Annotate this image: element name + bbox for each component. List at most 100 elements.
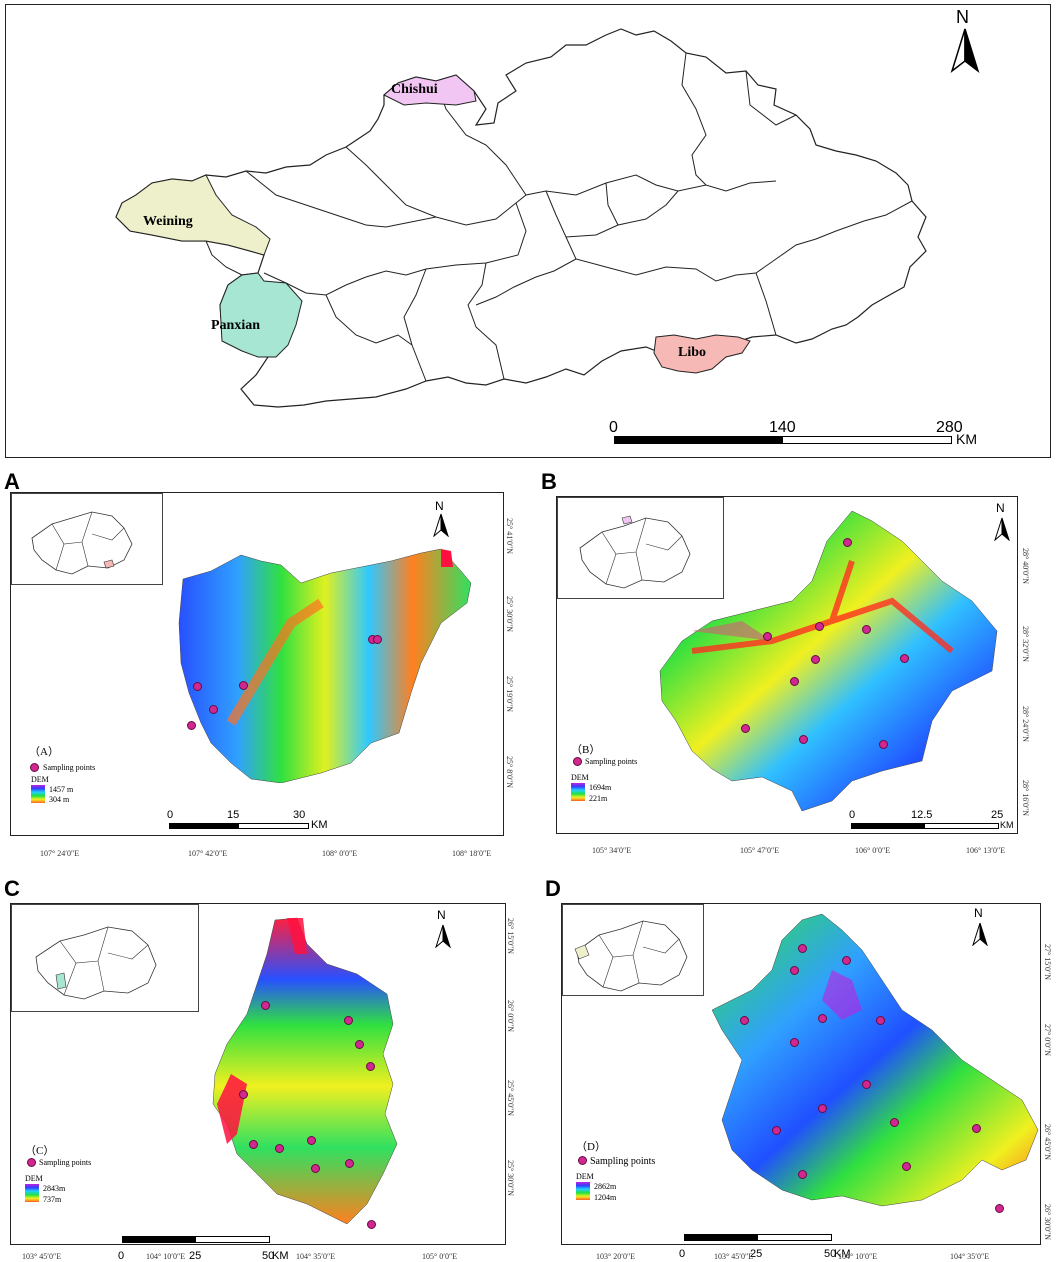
- dem-gradient-swatch: [25, 1184, 39, 1202]
- sampling-point: [799, 735, 808, 744]
- weining-region: [115, 174, 271, 256]
- x-coord: 104° 35′0″E: [296, 1252, 336, 1261]
- y-coord: 27° 15′0″N: [1043, 944, 1052, 981]
- legend-dem: DEM: [576, 1172, 594, 1181]
- sampling-point: [995, 1204, 1004, 1213]
- sampling-point: [862, 625, 871, 634]
- panel-c-dem-map: [212, 917, 398, 1225]
- x-coord: 104° 35′0″E: [950, 1252, 990, 1261]
- north-arrow-icon: [972, 922, 988, 946]
- sampling-point: [261, 1001, 270, 1010]
- scale-label-max: 25: [991, 809, 1004, 821]
- legend-sampling-points: Sampling points: [585, 757, 638, 766]
- x-coord: 105° 0′0″E: [422, 1252, 458, 1261]
- sampling-point: [790, 1038, 799, 1047]
- y-coord: 25° 45′0″N: [506, 1080, 515, 1117]
- sampling-point: [345, 1159, 354, 1168]
- dem-gradient-swatch: [576, 1182, 590, 1200]
- locator-map: [574, 920, 688, 992]
- y-coord: 26° 30′0″N: [1043, 1204, 1052, 1241]
- sampling-point: [763, 632, 772, 641]
- scale-unit: KM: [834, 1248, 851, 1260]
- legend-dem: DEM: [31, 775, 49, 784]
- sampling-point: [209, 705, 218, 714]
- north-label: N: [996, 501, 1005, 515]
- panel-a-dem-map: [178, 548, 471, 783]
- sampling-point: [798, 944, 807, 953]
- sampling-point: [798, 1170, 807, 1179]
- scale-label-max: 50: [262, 1250, 275, 1262]
- y-coord: 25° 19′0″N: [505, 676, 514, 713]
- sampling-point: [275, 1144, 284, 1153]
- x-coord: 106° 13′0″E: [966, 846, 1006, 855]
- sampling-point: [373, 635, 382, 644]
- dem-gradient-swatch: [571, 783, 585, 801]
- libo-region: [653, 334, 751, 374]
- sampling-point: [900, 654, 909, 663]
- scale-bar: [169, 823, 309, 829]
- scale-bar: [851, 823, 999, 829]
- sampling-point: [811, 655, 820, 664]
- panel-tag: （C）: [25, 1145, 55, 1157]
- north-arrow-icon: [435, 924, 451, 948]
- panel-tag: （D）: [576, 1141, 606, 1153]
- x-coord: 104° 10′0″E: [146, 1252, 186, 1261]
- y-coord: 28° 40′0″N: [1021, 548, 1030, 585]
- province-outline-map: [115, 28, 927, 408]
- scale-label-0: 0: [609, 419, 618, 436]
- legend-dem: DEM: [571, 773, 589, 782]
- scale-label-0: 0: [679, 1248, 686, 1260]
- y-coord: 28° 16′0″N: [1021, 780, 1030, 817]
- sampling-point: [879, 740, 888, 749]
- panel-tag: （B）: [571, 744, 601, 756]
- sampling-point: [790, 966, 799, 975]
- scale-unit: KM: [272, 1250, 289, 1262]
- dem-high: 1694m: [589, 783, 612, 792]
- sampling-point: [815, 622, 824, 631]
- sampling-point: [355, 1040, 364, 1049]
- north-arrow-icon: [994, 517, 1010, 541]
- y-coord: 25° 30′0″N: [505, 596, 514, 633]
- sampling-point: [367, 1220, 376, 1229]
- sampling-point: [818, 1014, 827, 1023]
- x-coord: 105° 47′0″E: [740, 846, 780, 855]
- sampling-point: [862, 1080, 871, 1089]
- sampling-point: [902, 1162, 911, 1171]
- sampling-point: [843, 538, 852, 547]
- y-coord: 26° 15′0″N: [506, 918, 515, 955]
- x-coord: 108° 0′0″E: [322, 849, 358, 858]
- y-coord: 26° 0′0″N: [506, 1000, 515, 1033]
- sampling-point: [741, 724, 750, 733]
- x-coord: 108° 18′0″E: [452, 849, 492, 858]
- sampling-point: [818, 1104, 827, 1113]
- panel-b-frame: （B） Sampling points DEM 1694m 221m N 0 1…: [556, 496, 1018, 834]
- x-coord: 103° 45′0″E: [714, 1252, 754, 1261]
- sampling-point: [187, 721, 196, 730]
- x-coord: 106° 0′0″E: [855, 846, 891, 855]
- dem-high: 2843m: [43, 1184, 66, 1193]
- legend-sampling-points: Sampling points: [43, 763, 96, 772]
- chishui-region: [383, 74, 477, 106]
- scale-label-mid: 12.5: [911, 809, 933, 821]
- region-label-panxian: Panxian: [211, 318, 261, 333]
- x-coord: 103° 20′0″E: [596, 1252, 636, 1261]
- panel-d-frame: （D） Sampling points DEM 2862m 1204m N: [561, 903, 1041, 1245]
- sampling-point: [193, 682, 202, 691]
- sampling-point: [890, 1118, 899, 1127]
- legend-point-icon: [30, 763, 39, 772]
- sampling-point: [344, 1016, 353, 1025]
- panel-c-locator-inset: [11, 904, 199, 1012]
- panxian-region: [219, 272, 303, 358]
- sampling-point: [307, 1136, 316, 1145]
- scale-label-0: 0: [849, 809, 856, 821]
- dem-gradient-swatch: [31, 785, 45, 803]
- dem-low: 221m: [589, 794, 608, 803]
- dem-high: 1457 m: [49, 785, 74, 794]
- panel-letter-b: B: [541, 469, 557, 494]
- north-arrow-icon: [433, 513, 449, 537]
- sampling-point: [366, 1062, 375, 1071]
- panel-a-frame: （A） Sampling points DEM 1457 m 304 m N 0…: [10, 492, 504, 836]
- panel-tag: （A）: [29, 746, 59, 758]
- dem-high: 2862m: [594, 1182, 617, 1191]
- scale-label-mid: 25: [750, 1248, 763, 1260]
